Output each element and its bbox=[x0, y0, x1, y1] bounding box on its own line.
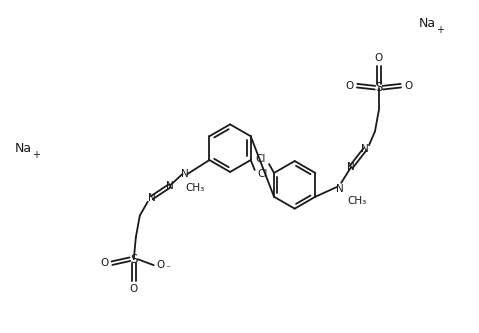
Text: N: N bbox=[347, 162, 355, 172]
Text: N: N bbox=[336, 184, 344, 194]
Text: N: N bbox=[148, 193, 156, 203]
Text: O: O bbox=[345, 81, 354, 91]
Text: O: O bbox=[375, 53, 383, 63]
Text: O: O bbox=[405, 81, 413, 91]
Text: S: S bbox=[375, 81, 383, 94]
Text: O: O bbox=[130, 284, 138, 294]
Text: N: N bbox=[166, 181, 173, 191]
Text: Cl: Cl bbox=[257, 169, 268, 179]
Text: +: + bbox=[32, 150, 40, 160]
Text: CH₃: CH₃ bbox=[347, 196, 367, 206]
Text: Na: Na bbox=[418, 17, 435, 30]
Text: ⁻: ⁻ bbox=[165, 264, 170, 274]
Text: N: N bbox=[361, 144, 369, 154]
Text: S: S bbox=[130, 253, 137, 266]
Text: Cl: Cl bbox=[255, 154, 265, 164]
Text: O: O bbox=[157, 260, 165, 270]
Text: N: N bbox=[181, 169, 188, 179]
Text: CH₃: CH₃ bbox=[186, 183, 205, 193]
Text: +: + bbox=[436, 25, 444, 35]
Text: Na: Na bbox=[15, 142, 32, 155]
Text: O: O bbox=[100, 258, 108, 268]
